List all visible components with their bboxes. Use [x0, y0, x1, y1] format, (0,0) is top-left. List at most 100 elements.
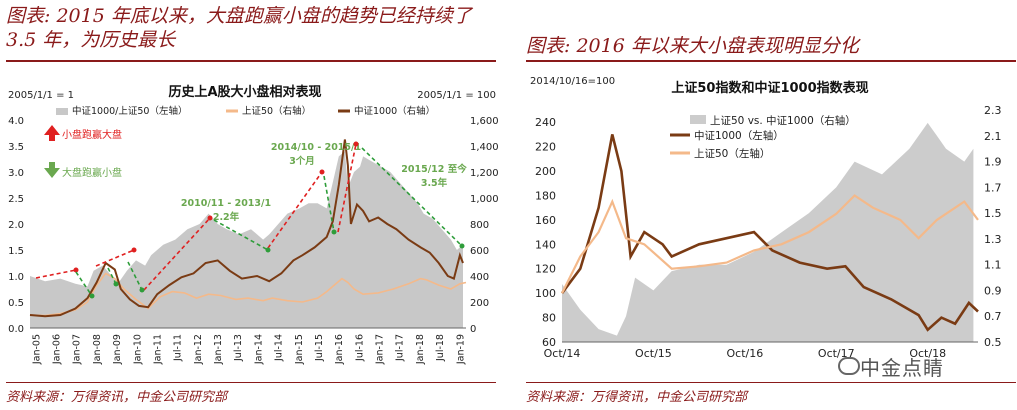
right-y-left-label: 2014/10/16=100 — [530, 76, 615, 87]
left-annotation-small-outperform: 小盘跑赢大盘 — [62, 128, 122, 141]
right-y-right-tick: 1.5 — [984, 207, 1002, 220]
left-y-right-tick: 400 — [470, 272, 489, 283]
left-y-left-tick: 1.5 — [8, 246, 24, 257]
right-y-left-tick: 200 — [535, 165, 556, 178]
left-y-right-tick: 600 — [470, 246, 489, 257]
right-series-line-csi1000 — [560, 134, 979, 332]
left-x-tick: Jan-10 — [132, 334, 143, 365]
right-source: 资料来源：万得资讯，中金公司研究部 — [526, 390, 748, 405]
wechat-icon — [838, 357, 860, 375]
right-y-right-tick: 0.7 — [984, 310, 1002, 323]
right-x-tick: Oct/18 — [909, 347, 946, 360]
left-x-tick: Jul-15 — [314, 334, 325, 362]
left-annotation-period3: 2015/12 至今 — [401, 163, 467, 175]
left-arrowhead-large-0 — [89, 293, 95, 299]
right-y-right-tick: 2.3 — [984, 104, 1002, 117]
right-title-rule — [526, 60, 1016, 62]
left-x-tick: Jan-16 — [334, 334, 345, 365]
left-y-left-tick: 0.5 — [8, 298, 24, 309]
left-x-tick: Jul-13 — [233, 334, 244, 362]
right-y-right-tick: 0.9 — [984, 284, 1002, 297]
left-chart-title: 历史上A股大小盘相对表现 — [168, 84, 321, 100]
left-y-right-tick: 0 — [470, 324, 476, 335]
left-x-tick: Jan-11 — [152, 334, 163, 365]
left-arrow-large-1 — [107, 267, 117, 285]
left-y-left-label: 2005/1/1 = 1 — [8, 90, 74, 101]
left-arrowhead-large-3 — [265, 247, 271, 253]
left-arrowhead-small-0 — [73, 267, 79, 273]
right-figure-title: 图表: 2016 年以来大小盘表现明显分化 — [526, 35, 859, 57]
right-y-left-tick: 60 — [542, 336, 556, 349]
left-y-right-tick: 1,000 — [470, 194, 499, 205]
right-series-line-sse50 — [561, 194, 979, 294]
right-y-right-tick: 0.5 — [984, 336, 1002, 349]
left-y-right-tick: 800 — [470, 220, 489, 231]
right-legend-swatch-ratio — [690, 115, 706, 124]
left-legend-sse50: 上证50（右轴） — [242, 105, 311, 117]
left-x-tick: Jan-14 — [253, 334, 264, 365]
left-arrow-small-3 — [267, 171, 323, 249]
left-arrow-large-0 — [75, 271, 93, 297]
left-y-left-tick: 2.0 — [8, 220, 24, 231]
left-x-tick: Jan-18 — [415, 334, 426, 365]
left-series-line-csi1000 — [29, 139, 464, 318]
left-x-tick: Jul-17 — [395, 334, 406, 362]
left-x-tick: Jan-07 — [72, 334, 83, 365]
left-arrow-small-2 — [143, 217, 211, 291]
left-x-tick: Jan-09 — [112, 334, 123, 365]
left-arrow-large-5 — [361, 147, 463, 247]
left-arrowhead-small-2 — [207, 215, 213, 221]
left-y-left-tick: 2.5 — [8, 194, 24, 205]
left-source: 资料来源：万得资讯，中金公司研究部 — [6, 390, 228, 405]
right-y-right-tick: 1.9 — [984, 156, 1002, 169]
right-x-tick: Oct/16 — [726, 347, 763, 360]
right-series-area-ratio — [562, 122, 974, 343]
left-arrowhead-large-1 — [113, 281, 119, 287]
left-panel: 图表: 2015 年底以来，大盘跑赢小盘的趋势已经持续了 3.5 年，为历史最长… — [0, 0, 500, 410]
left-annotation-period1-duration: 2.2年 — [213, 211, 240, 223]
right-y-right-tick: 2.1 — [984, 130, 1002, 143]
left-x-tick: Jul-11 — [173, 334, 184, 362]
watermark: 中金点睛 — [860, 356, 944, 380]
left-annotation-period1: 2010/11 - 2013/1 — [181, 198, 271, 209]
right-legend-ratio: 上证50 vs. 中证1000（右轴） — [710, 114, 856, 127]
left-y-left-tick: 4.0 — [8, 116, 24, 127]
left-chart: 历史上A股大小盘相对表现 2005/1/1 = 1 2005/1/1 = 100 0.… — [8, 84, 499, 365]
left-legend-swatch-ratio — [56, 108, 68, 115]
right-chart-title: 上证50指数和中证1000指数表现 — [671, 80, 868, 96]
left-y-left-tick: 3.0 — [8, 168, 24, 179]
right-y-left-tick: 100 — [535, 287, 556, 300]
left-x-tick: Jan-08 — [92, 334, 103, 365]
left-arrow-large-4 — [323, 175, 335, 233]
left-x-tick: Jan-05 — [31, 334, 42, 365]
left-arrowhead-large-4 — [331, 229, 337, 235]
right-legend-csi1000: 中证1000（左轴） — [694, 129, 784, 142]
left-x-tick: Jan-06 — [52, 334, 63, 365]
left-annotation-period3-duration: 3.5年 — [421, 177, 448, 189]
left-y-right-tick: 200 — [470, 298, 489, 309]
left-arrow-large-3 — [213, 219, 269, 251]
left-arrowhead-small-4 — [353, 141, 359, 147]
left-x-tick: Jan-19 — [455, 334, 466, 365]
left-title-rule — [6, 60, 496, 62]
left-x-tick: Jul-14 — [274, 334, 285, 362]
right-y-left-tick: 180 — [535, 189, 556, 202]
left-y-left-tick: 3.5 — [8, 142, 24, 153]
left-y-left-tick: 1.0 — [8, 272, 24, 283]
left-arrowhead-large-5 — [459, 243, 465, 249]
right-x-tick: Oct/17 — [818, 347, 855, 360]
right-source-rule — [526, 382, 1016, 383]
left-arrowhead-small-1 — [131, 247, 137, 253]
right-y-left-tick: 160 — [535, 214, 556, 227]
left-source-rule — [6, 382, 496, 383]
left-figure-title: 图表: 2015 年底以来，大盘跑赢小盘的趋势已经持续了 3.5 年，为历史最长 — [6, 5, 472, 51]
left-up-arrow-icon — [44, 125, 60, 141]
right-y-left-tick: 80 — [542, 312, 556, 325]
left-x-tick: Jan-13 — [213, 334, 224, 365]
left-arrow-large-2 — [127, 261, 143, 291]
right-panel: 图表: 2016 年以来大小盘表现明显分化 资料来源：万得资讯，中金公司研究部 — [520, 0, 1017, 410]
left-y-right-label: 2005/1/1 = 100 — [417, 90, 496, 101]
left-series-line-sse50 — [29, 272, 467, 317]
left-y-right-tick: 1,200 — [470, 168, 499, 179]
